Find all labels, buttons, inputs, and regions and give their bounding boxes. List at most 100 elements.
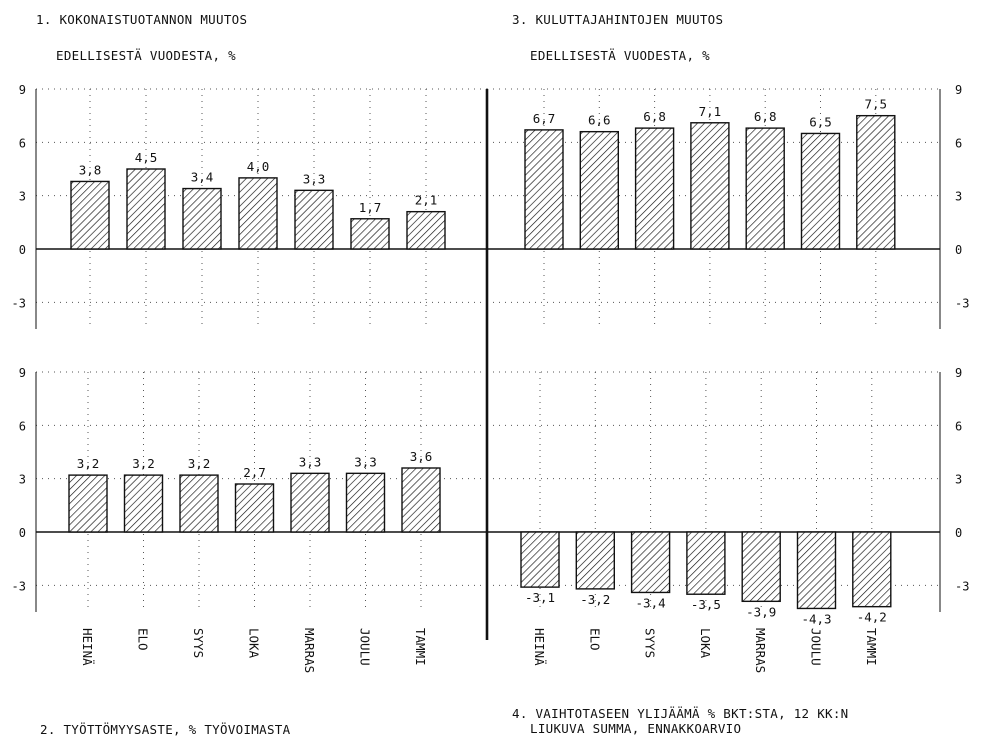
bar-value-label: 3,2 <box>132 456 155 471</box>
y-tick-label: 9 <box>19 83 26 97</box>
bar-value-label: 3,6 <box>410 449 433 464</box>
chart1-title-line2: EDELLISESTÄ VUODESTA, % <box>56 48 236 63</box>
chart4-title-line1: 4. VAIHTOTASEEN YLIJÄÄMÄ % BKT:STA, 12 K… <box>512 706 849 721</box>
y-tick-label: 9 <box>955 366 962 380</box>
bar-value-label: 7,1 <box>699 104 722 119</box>
bar <box>68 474 108 533</box>
bar-value-label: 4,0 <box>247 159 270 174</box>
bar-value-label: 6,5 <box>809 114 832 129</box>
bar-value-label: -3,1 <box>525 590 555 605</box>
y-tick-label: 3 <box>955 473 962 487</box>
x-tick-label: JOULU <box>809 628 824 666</box>
x-tick-label: ELO <box>587 628 602 651</box>
bar <box>634 127 675 250</box>
y-tick-label: 6 <box>19 136 26 150</box>
x-tick-label: LOKA <box>698 628 713 659</box>
bar-value-label: 2,1 <box>415 193 438 208</box>
bar <box>575 531 615 590</box>
bar-value-label: 3,2 <box>188 456 211 471</box>
x-tick-label: JOULU <box>358 628 373 666</box>
bar <box>524 129 564 250</box>
x-tick-label: TAMMI <box>413 628 428 666</box>
y-tick-label: 9 <box>19 366 26 380</box>
bar <box>852 531 892 608</box>
bar <box>70 180 110 250</box>
bar-value-label: 2,7 <box>243 465 266 480</box>
y-tick-label: 0 <box>19 243 26 257</box>
y-tick-label: -3 <box>12 579 26 593</box>
bar-value-label: 6,8 <box>754 109 777 124</box>
y-tick-label: 0 <box>955 243 962 257</box>
bar <box>123 474 164 533</box>
bar <box>238 177 278 250</box>
y-tick-label: -3 <box>12 296 26 310</box>
chart3-title-line2: EDELLISESTÄ VUODESTA, % <box>530 48 710 63</box>
x-tick-label: MARRAS <box>302 628 317 673</box>
bar <box>182 187 222 250</box>
bar <box>856 114 896 250</box>
y-tick-label: 0 <box>19 526 26 540</box>
y-tick-label: 0 <box>955 526 962 540</box>
y-tick-label: 6 <box>19 419 26 433</box>
bar <box>126 168 166 250</box>
bar-value-label: 6,7 <box>533 111 556 126</box>
bar <box>290 472 330 533</box>
bar-value-label: 6,8 <box>643 109 666 124</box>
bar-value-label: -4,3 <box>801 611 831 626</box>
bar-value-label: 3,3 <box>299 454 322 469</box>
chart-3: 9 6 3 0 -3 3,2 3,2 3,2 2,7 3,3 3,3 3,6 HEINÄ ELO SYYS L… <box>12 366 487 673</box>
x-tick-label: HEINÄ <box>80 628 95 666</box>
chart3-title-line1: 3. KULUTTAJAHINTOJEN MUUTOS <box>512 12 724 27</box>
y-tick-label: 3 <box>19 473 26 487</box>
bar <box>800 132 841 250</box>
x-tick-label: ELO <box>136 628 151 651</box>
chart2-title: 2. TYÖTTÖMYYSASTE, % TYÖVOIMASTA <box>40 722 291 737</box>
bar <box>745 127 785 250</box>
x-tick-label: SYYS <box>643 628 658 658</box>
chart-1: 9 6 3 0 -3 3,8 4,5 3,4 4,0 3,3 1,7 2,1 <box>12 83 487 329</box>
bar-value-label: -3,5 <box>691 597 721 612</box>
bar <box>179 474 219 533</box>
chart4-title-line2: LIUKUVA SUMMA, ENNAKKOARVIO <box>530 721 742 736</box>
bar-value-label: 7,5 <box>865 97 888 112</box>
bar-value-label: 3,3 <box>303 171 326 186</box>
x-tick-label: TAMMI <box>864 628 879 666</box>
x-tick-label: LOKA <box>247 628 262 659</box>
bar-value-label: -3,4 <box>636 595 666 610</box>
bar-value-label: -4,2 <box>857 610 887 625</box>
chart1-title-line1: 1. KOKONAISTUOTANNON MUUTOS <box>36 12 248 27</box>
bar-value-label: 3,4 <box>191 170 214 185</box>
bar-value-label: 3,8 <box>79 162 102 177</box>
bar-value-label: -3,2 <box>580 592 610 607</box>
bar <box>401 467 441 533</box>
y-tick-label: 3 <box>19 190 26 204</box>
bar-value-label: 3,3 <box>354 454 377 469</box>
y-tick-label: 3 <box>955 190 962 204</box>
bar-value-label: -3,9 <box>746 604 776 619</box>
bar <box>520 531 560 588</box>
y-tick-label: 9 <box>955 83 962 97</box>
y-tick-label: -3 <box>955 579 969 593</box>
bar <box>686 531 726 595</box>
bar <box>579 130 619 250</box>
x-tick-label: SYYS <box>191 628 206 658</box>
bar <box>350 218 390 250</box>
bar <box>690 122 730 250</box>
bar-value-label: 3,2 <box>77 456 100 471</box>
y-tick-label: 6 <box>955 419 962 433</box>
bar-value-label: 4,5 <box>135 150 158 165</box>
y-tick-label: 6 <box>955 136 962 150</box>
chart-2: 9 6 3 0 -3 6,7 6,6 6,8 7,1 6,8 6,5 7,5 <box>487 83 969 329</box>
bar <box>234 483 275 533</box>
bar <box>345 472 386 533</box>
x-tick-label: MARRAS <box>753 628 768 673</box>
y-tick-label: -3 <box>955 296 969 310</box>
bar-value-label: 1,7 <box>359 200 382 215</box>
bar-value-label: 6,6 <box>588 113 611 128</box>
bar <box>294 189 334 250</box>
bar <box>406 210 446 250</box>
chart-4: 9 6 3 0 -3 -3,1 -3,2 -3,4 -3,5 -3,9 -4,3 -4,2 HEINÄ E… <box>487 366 969 673</box>
bar <box>630 531 671 594</box>
